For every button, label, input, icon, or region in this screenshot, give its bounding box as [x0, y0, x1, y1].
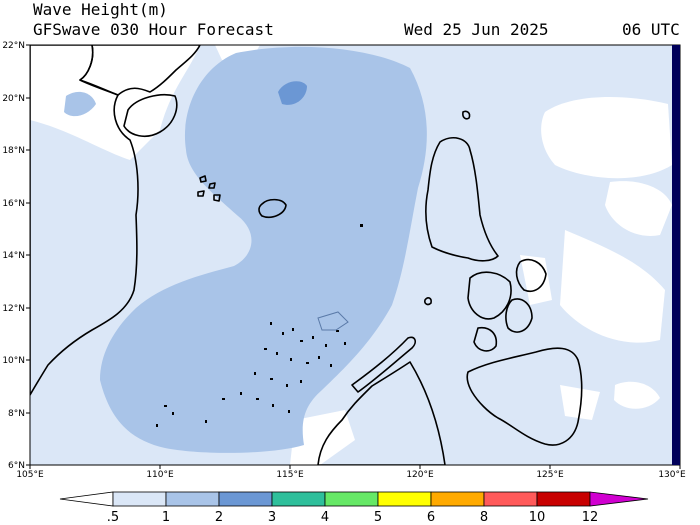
palawan-island: [351, 336, 417, 393]
lon-label-130e: 130°E: [658, 470, 686, 480]
calm-region-east-2: [605, 181, 672, 236]
wave-patch-gulf-tonkin: [64, 91, 96, 117]
colorbar-swatch-8-10: [483, 491, 538, 507]
colorbar-label-8: 8: [480, 510, 488, 525]
lat-label-22n: 22°N: [2, 41, 25, 51]
colorbar-label-3: 3: [268, 510, 276, 525]
colorbar-label-2: 2: [215, 510, 223, 525]
lat-label-20n: 20°N: [2, 94, 25, 104]
wave-band-2-3m: [278, 81, 307, 105]
south-china-coast: [79, 45, 201, 96]
hainan-island: [123, 94, 178, 138]
colorbar-swatch-10-12: [536, 491, 591, 507]
lat-label-16n: 16°N: [2, 199, 25, 209]
visayas-islands: [467, 271, 512, 320]
colorbar-label-6: 6: [427, 510, 435, 525]
lon-label-125e: 125°E: [536, 470, 564, 480]
colorbar-swatch-6-8: [430, 491, 485, 507]
colorbar: .5 1 2 3 4 5 6 8 10 12: [59, 491, 649, 525]
colorbar-max-arrow: [589, 491, 649, 507]
calm-region-east: [541, 97, 672, 179]
lat-label-14n: 14°N: [2, 251, 25, 261]
colorbar-swatch-0-5-1: [112, 491, 167, 507]
colorbar-swatch-3-4: [271, 491, 326, 507]
colorbar-swatch-2-3: [218, 491, 273, 507]
lon-label-110e: 110°E: [146, 470, 174, 480]
shoal-outline: [317, 311, 349, 331]
colorbar-min-arrow: [59, 491, 114, 507]
longitude-axis: 105°E 110°E 115°E 120°E 125°E 130°E: [16, 465, 686, 480]
colorbar-label-0-5: .5: [107, 510, 119, 525]
forecast-subtitle: GFSwave 030 Hour Forecast: [33, 20, 274, 39]
lat-label-12n: 12°N: [2, 304, 25, 314]
paracel-islands: [197, 175, 221, 202]
map-area: [30, 45, 680, 465]
colorbar-swatch-1-2: [165, 491, 220, 507]
lat-label-10n: 10°N: [2, 356, 25, 366]
calm-region-southeast: [614, 381, 660, 409]
lat-label-6n: 6°N: [8, 461, 25, 471]
island-16n: [258, 198, 287, 219]
lat-label-18n: 18°N: [2, 146, 25, 156]
lon-label-105e: 105°E: [16, 470, 44, 480]
batanes-island: [462, 110, 471, 120]
latitude-axis: 22°N 20°N 18°N 16°N 14°N 12°N 10°N 8°N 6…: [2, 41, 30, 471]
colorbar-label-12: 12: [582, 510, 599, 525]
colorbar-label-5: 5: [374, 510, 382, 525]
mindanao-island: [466, 347, 583, 446]
leyte-island: [505, 298, 533, 333]
wave-band-1-2m: [100, 46, 427, 453]
lon-label-115e: 115°E: [276, 470, 304, 480]
colorbar-label-4: 4: [321, 510, 329, 525]
lat-label-8n: 8°N: [8, 409, 25, 419]
small-island-w: [424, 297, 432, 306]
negros-island: [473, 326, 498, 352]
calm-region-philippine-sea: [560, 230, 665, 343]
colorbar-label-1: 1: [162, 510, 170, 525]
luzon-island: [425, 137, 499, 262]
map-title: Wave Height(m): [33, 0, 168, 19]
calm-region-east-3: [520, 255, 552, 305]
colorbar-label-10: 10: [529, 510, 546, 525]
calm-region-south: [560, 385, 600, 420]
spratly-islands: [156, 224, 363, 427]
colorbar-swatch-5-6: [377, 491, 432, 507]
right-edge-band: [672, 45, 680, 465]
samar-island: [515, 258, 547, 292]
colorbar-swatch-4-5: [324, 491, 379, 507]
lon-label-120e: 120°E: [406, 470, 434, 480]
forecast-time: 06 UTC: [622, 20, 680, 39]
forecast-date: Wed 25 Jun 2025: [404, 20, 549, 39]
borneo-landmass: [317, 361, 446, 465]
